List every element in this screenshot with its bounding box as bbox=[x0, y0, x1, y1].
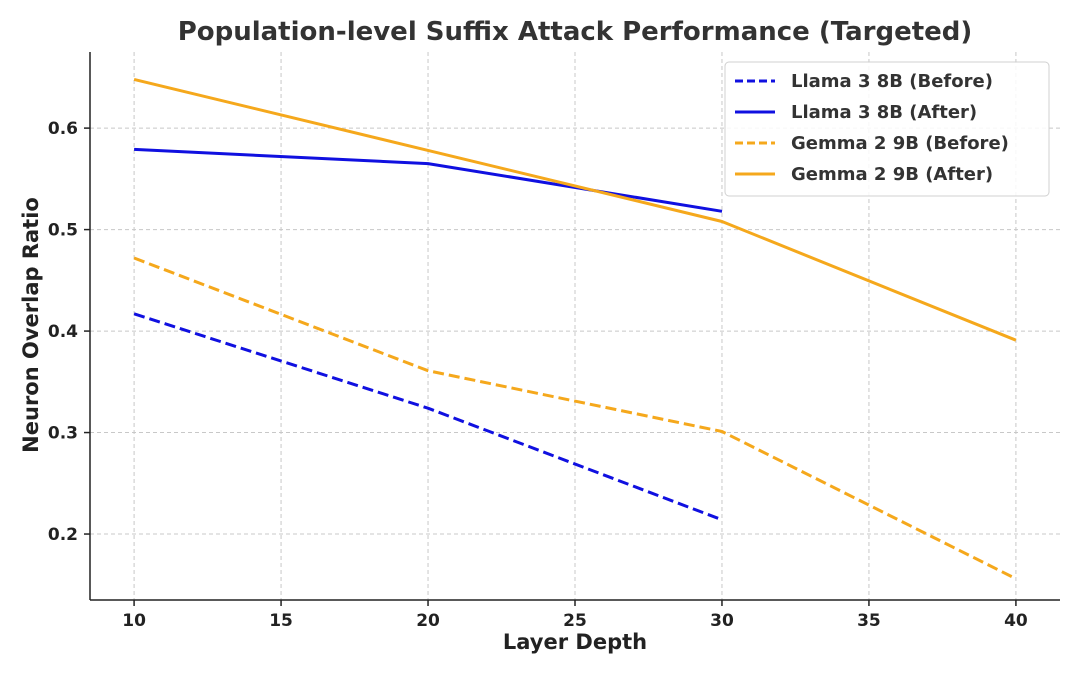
legend-label: Llama 3 8B (Before) bbox=[791, 71, 993, 92]
tick-labels: 10 15 20 25 30 35 40 0.2 0.3 0.4 0.5 0.6 bbox=[48, 119, 1028, 631]
x-tick-label: 30 bbox=[710, 611, 734, 631]
series-line-gemma-2-9b-after bbox=[133, 77, 1017, 342]
x-tick-label: 20 bbox=[416, 611, 440, 631]
y-tick-label: 0.5 bbox=[48, 221, 78, 241]
series-line-llama-3-8b-before bbox=[133, 312, 723, 522]
series-line-llama-3-8b-after bbox=[134, 147, 723, 213]
y-tick-label: 0.4 bbox=[48, 322, 78, 342]
x-tick-label: 35 bbox=[857, 611, 881, 631]
legend-box bbox=[724, 61, 1050, 197]
x-tick-label: 15 bbox=[269, 611, 293, 631]
x-tick-label: 25 bbox=[563, 611, 587, 631]
series-line-gemma-2-9b-before bbox=[133, 256, 1017, 581]
x-axis-label: Layer Depth bbox=[503, 630, 647, 654]
legend-label: Gemma 2 9B (Before) bbox=[791, 133, 1009, 154]
x-tick-label: 10 bbox=[122, 611, 146, 631]
series-lines bbox=[133, 77, 1017, 581]
y-tick-label: 0.2 bbox=[48, 525, 78, 545]
legend: Llama 3 8B (Before) Llama 3 8B (After) Gem… bbox=[724, 61, 1050, 197]
y-tick-label: 0.3 bbox=[48, 424, 78, 444]
chart-title: Population-level Suffix Attack Performan… bbox=[178, 17, 973, 47]
legend-label: Llama 3 8B (After) bbox=[791, 102, 977, 123]
y-tick-label: 0.6 bbox=[48, 119, 78, 139]
y-axis-label: Neuron Overlap Ratio bbox=[19, 197, 43, 453]
legend-label: Gemma 2 9B (After) bbox=[791, 164, 993, 185]
x-tick-label: 40 bbox=[1004, 611, 1028, 631]
